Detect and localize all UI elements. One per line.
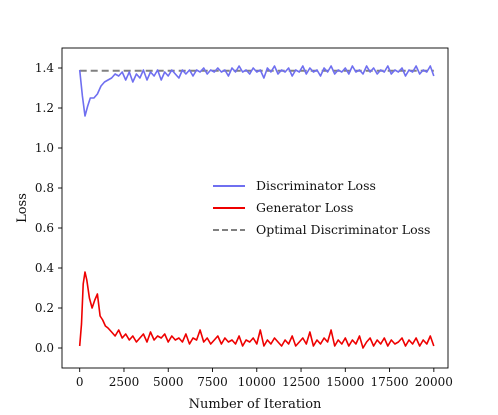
y-tick-label: 0.6 [35,221,54,235]
legend-label-generator: Generator Loss [256,200,353,215]
y-tick-label: 1.2 [35,101,54,115]
y-tick-label: 0.8 [35,181,54,195]
series-layer [78,65,435,349]
y-tick-label: 0.4 [35,261,54,275]
series-line-generator-loss [78,271,435,349]
x-tick-label: 5000 [153,375,184,389]
x-tick-label: 7500 [197,375,228,389]
x-tick-label: 20000 [415,375,453,389]
legend-label-optimal: Optimal Discriminator Loss [256,222,430,237]
x-axis-ticks: 0 2500 5000 7500 10000 12500 15000 17500 20000 [76,368,453,389]
y-tick-label: 0.0 [35,341,54,355]
x-tick-label: 10000 [238,375,276,389]
y-axis-label: Loss [15,193,30,223]
y-tick-label: 0.2 [35,301,54,315]
legend: Discriminator Loss Generator Loss Optima… [213,178,430,237]
y-axis-ticks: 0.0 0.2 0.4 0.6 0.8 1.0 1.2 1.4 [35,61,62,355]
x-tick-label: 0 [76,375,84,389]
legend-label-discriminator: Discriminator Loss [256,178,376,193]
series-line-discriminator-loss [78,65,435,117]
x-tick-label: 17500 [370,375,408,389]
y-tick-label: 1.0 [35,141,54,155]
x-tick-label: 12500 [282,375,320,389]
x-axis-label: Number of Iteration [189,397,322,412]
x-tick-label: 15000 [326,375,364,389]
plot-area-frame [61,47,449,369]
y-tick-label: 1.4 [35,61,54,75]
x-tick-label: 2500 [109,375,140,389]
